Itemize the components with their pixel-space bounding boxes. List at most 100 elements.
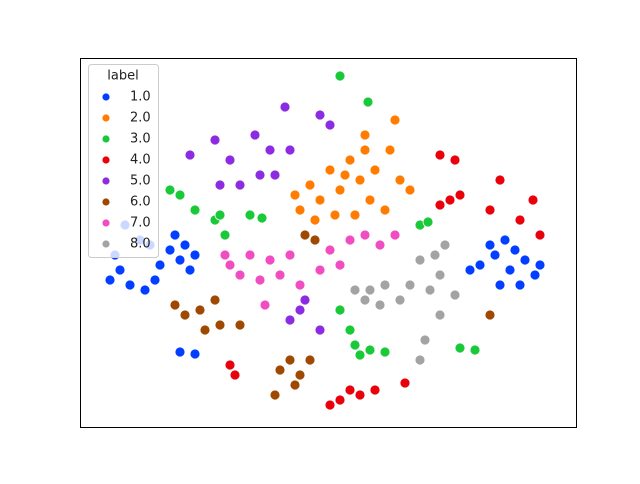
point	[174, 189, 186, 201]
point	[154, 259, 166, 271]
point	[254, 274, 266, 286]
legend-label: 8.0	[130, 237, 151, 252]
point	[339, 169, 351, 181]
point	[419, 334, 431, 346]
point	[404, 184, 416, 196]
point	[499, 234, 511, 246]
point	[234, 319, 246, 331]
point	[304, 354, 316, 366]
point	[434, 269, 446, 281]
point	[349, 339, 361, 351]
point	[164, 244, 176, 256]
point	[399, 377, 411, 389]
point	[209, 134, 221, 146]
point	[169, 229, 181, 241]
point	[344, 384, 356, 396]
point	[414, 354, 426, 366]
point	[104, 274, 116, 286]
point	[379, 346, 391, 358]
point	[484, 239, 496, 251]
point	[269, 169, 281, 181]
point	[179, 309, 191, 321]
point	[299, 229, 311, 241]
point	[289, 379, 301, 391]
point	[434, 199, 446, 211]
point	[514, 279, 526, 291]
point	[334, 184, 346, 196]
point	[249, 129, 261, 141]
point	[374, 239, 386, 251]
point	[449, 154, 461, 166]
point	[294, 369, 306, 381]
legend-marker	[101, 197, 111, 207]
legend-label: 5.0	[130, 174, 151, 189]
point	[299, 294, 311, 306]
legend-label: 1.0	[130, 90, 151, 105]
point	[394, 174, 406, 186]
point	[359, 144, 371, 156]
point	[534, 229, 546, 241]
legend-marker	[101, 134, 111, 144]
point	[174, 254, 186, 266]
point	[394, 294, 406, 306]
point	[284, 314, 296, 326]
point	[314, 324, 326, 336]
point	[474, 259, 486, 271]
point	[219, 249, 231, 261]
point	[314, 194, 326, 206]
point	[279, 101, 291, 113]
point	[309, 214, 321, 226]
point	[489, 249, 501, 261]
point	[529, 269, 541, 281]
point	[449, 289, 461, 301]
legend: label 1.0 2.0 3.0 4.0 5.0 6.0 7.0 8.0	[88, 64, 159, 258]
point	[334, 259, 346, 271]
legend-marker	[101, 176, 111, 186]
point	[189, 249, 201, 261]
point	[294, 279, 306, 291]
point	[469, 344, 481, 356]
legend-marker	[101, 92, 111, 102]
point	[269, 389, 281, 401]
point	[314, 264, 326, 276]
legend-label: 6.0	[130, 195, 151, 210]
point	[454, 189, 466, 201]
legend-label: 7.0	[130, 216, 151, 231]
point	[379, 204, 391, 216]
point	[329, 209, 341, 221]
point	[214, 319, 226, 331]
point	[294, 204, 306, 216]
point	[284, 354, 296, 366]
point	[294, 304, 306, 316]
point	[364, 194, 376, 206]
point	[504, 264, 516, 276]
point	[179, 239, 191, 251]
legend-title: label	[107, 69, 138, 84]
point	[189, 204, 201, 216]
point	[244, 249, 256, 261]
legend-label: 3.0	[130, 132, 151, 147]
point	[274, 269, 286, 281]
point	[214, 209, 226, 221]
legend-marker	[101, 113, 111, 123]
point	[364, 344, 376, 356]
point	[164, 184, 176, 196]
point	[234, 179, 246, 191]
point	[199, 324, 211, 336]
legend-label: 4.0	[130, 153, 151, 168]
point	[439, 239, 451, 251]
point	[309, 234, 321, 246]
point	[139, 284, 151, 296]
point	[324, 119, 336, 131]
point	[514, 214, 526, 226]
point	[324, 399, 336, 411]
point	[494, 279, 506, 291]
legend-label: 2.0	[130, 111, 151, 126]
point	[349, 209, 361, 221]
point	[224, 259, 236, 271]
point	[264, 254, 276, 266]
point	[324, 164, 336, 176]
point	[224, 154, 236, 166]
point	[484, 204, 496, 216]
point	[124, 279, 136, 291]
